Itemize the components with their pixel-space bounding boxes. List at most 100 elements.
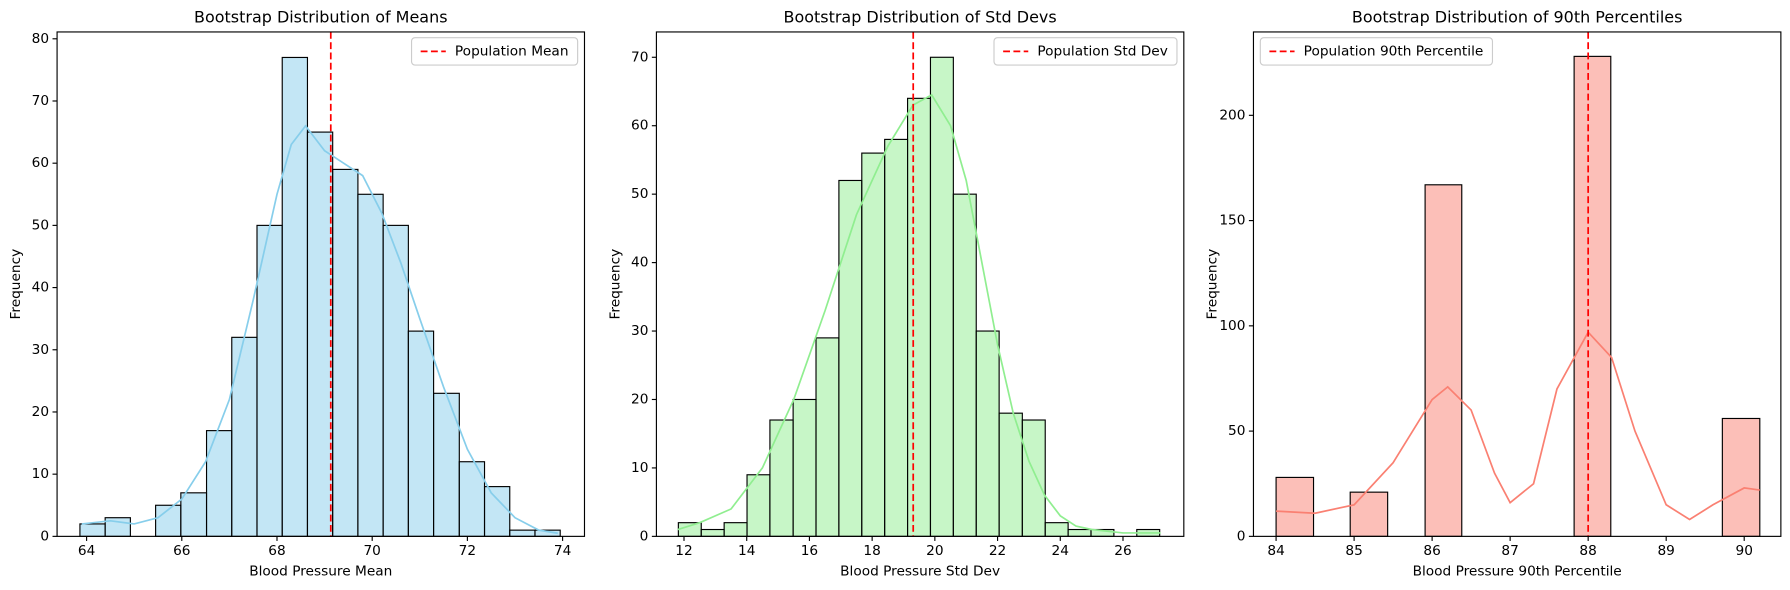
y-tick-label: 100 [1219,318,1245,334]
chart-title: Bootstrap Distribution of Means [194,8,447,27]
bar [861,152,886,537]
bar [723,522,748,537]
x-tick-label: 88 [1579,543,1596,559]
x-tick-label: 68 [268,543,285,559]
bar [332,168,359,537]
y-tick-label: 0 [1237,528,1246,544]
bar [677,522,702,537]
x-tick-label: 86 [1423,543,1440,559]
legend-box [1259,37,1494,66]
x-tick-label: 89 [1657,543,1674,559]
y-tick-label: 10 [631,460,648,476]
x-tick-label: 24 [1052,543,1069,559]
bar [769,419,794,537]
bar [929,56,954,537]
bar [180,492,208,537]
x-tick-label: 90 [1735,543,1752,559]
y-tick-label: 20 [631,391,648,407]
bar [1067,528,1092,537]
bar [952,193,977,537]
x-axis-label: Blood Pressure 90th Percentile [1413,564,1622,580]
x-tick-label: 22 [989,543,1006,559]
y-tick-label: 200 [1219,107,1245,123]
y-tick-label: 0 [40,528,49,544]
x-tick-label: 70 [363,543,380,559]
legend: Population 90th Percentile [1259,37,1494,66]
bar [1721,417,1761,537]
y-axis-label: Frequency [607,249,623,320]
bar [1021,419,1046,537]
legend: Population Mean [410,37,579,66]
x-tick-label: 66 [173,543,190,559]
x-tick-label: 12 [675,543,692,559]
y-axis-label: Frequency [8,249,24,320]
plot-frame [655,31,1185,537]
y-tick-label: 60 [32,155,49,171]
x-tick-label: 14 [738,543,755,559]
y-tick-label: 0 [640,528,649,544]
y-tick-label: 30 [32,342,49,358]
bar [1424,184,1463,537]
bar [79,523,106,537]
bar [205,430,233,537]
y-tick-label: 50 [631,186,648,202]
kde-line [1276,330,1760,521]
x-tick-label: 72 [459,543,476,559]
bar [975,330,1000,537]
x-tick-label: 26 [1114,543,1131,559]
y-tick-label: 10 [32,466,49,482]
bar [357,193,384,537]
bar [1349,491,1389,537]
x-tick-label: 64 [78,543,95,559]
bar [1044,522,1069,537]
bar [509,529,536,537]
y-tick-label: 50 [32,217,49,233]
x-tick-label: 85 [1345,543,1362,559]
x-tick-label: 16 [801,543,818,559]
kde-line [81,124,558,535]
y-tick-label: 40 [631,255,648,271]
y-tick-label: 150 [1219,213,1245,229]
plot-frame [1252,31,1782,537]
bar [700,528,725,537]
y-tick-label: 60 [631,118,648,134]
legend-label: Population Std Dev [1037,43,1167,59]
y-tick-label: 20 [32,404,49,420]
bar [281,56,309,537]
legend-label: Population Mean [455,43,569,59]
bar [256,224,283,537]
chart-title: Bootstrap Distribution of Std Devs [784,8,1057,27]
bar [483,486,511,537]
bar [433,392,460,537]
x-tick-label: 84 [1267,543,1284,559]
x-axis-label: Blood Pressure Mean [249,564,392,580]
y-tick-label: 70 [631,49,648,65]
y-tick-label: 80 [32,31,49,47]
y-tick-label: 50 [1228,423,1245,439]
y-axis-label: Frequency [1204,249,1220,320]
legend-box [410,37,579,66]
legend: Population Std Dev [993,37,1178,66]
kde-line [677,93,1161,534]
bar [306,131,334,537]
x-tick-label: 87 [1501,543,1518,559]
x-tick-label: 18 [863,543,880,559]
y-tick-label: 40 [32,280,49,296]
x-axis-label: Blood Pressure Std Dev [840,564,1000,580]
bar [407,330,435,537]
legend-label: Population 90th Percentile [1304,43,1484,59]
y-tick-label: 70 [32,93,49,109]
x-tick-label: 20 [926,543,943,559]
legend-box [993,37,1178,66]
bar [907,97,932,537]
bar [815,337,840,537]
bar [1275,476,1315,537]
bar [792,398,817,537]
x-tick-label: 74 [554,543,571,559]
y-tick-label: 30 [631,323,648,339]
chart-title: Bootstrap Distribution of 90th Percentil… [1352,8,1683,27]
bar [231,336,258,537]
bar [884,138,909,537]
